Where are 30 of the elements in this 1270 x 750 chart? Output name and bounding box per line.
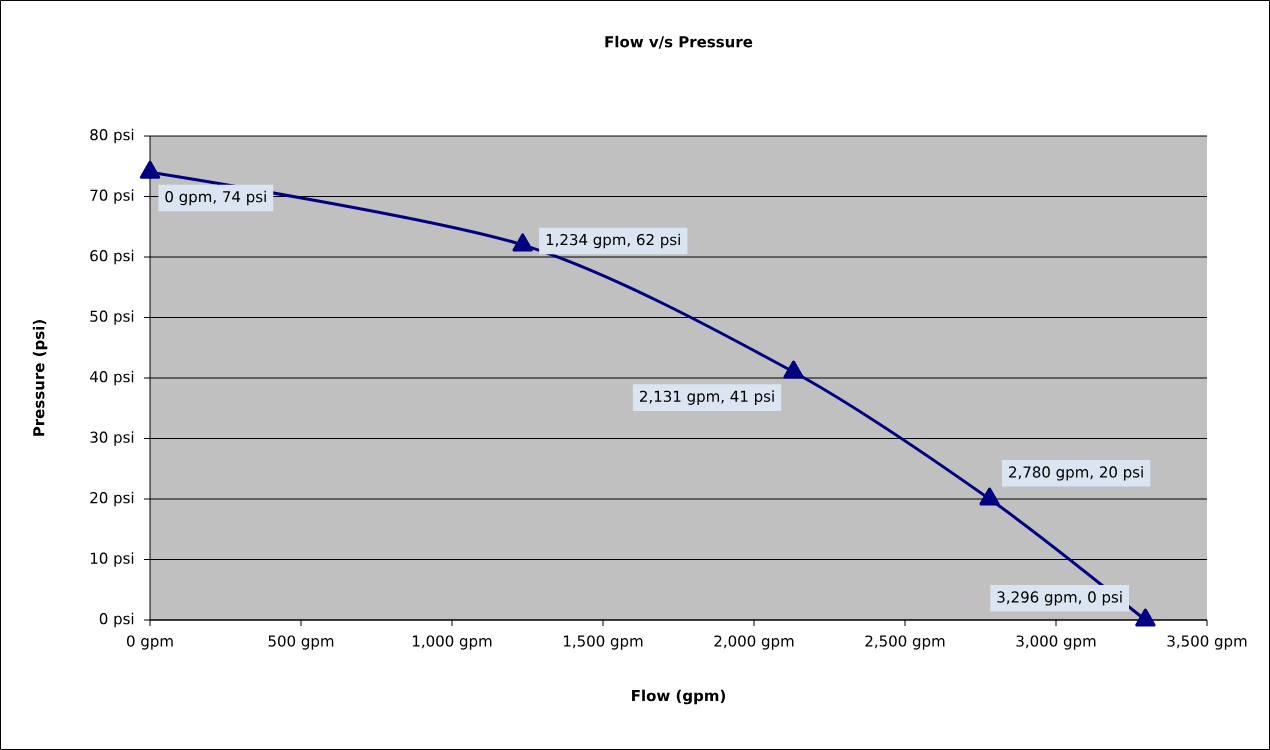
point xyxy=(783,360,804,379)
point xyxy=(1135,608,1156,627)
data-label: 1,234 gpm, 62 psi xyxy=(546,233,680,249)
x-tick-label: 2,500 gpm xyxy=(865,635,945,650)
y-tick-label: 50 psi xyxy=(90,310,134,325)
x-tick-label: 500 gpm xyxy=(268,635,334,650)
y-tick-label: 30 psi xyxy=(90,431,134,446)
y-axis-title: Pressure (psi) xyxy=(32,320,48,436)
y-tick-label: 60 psi xyxy=(90,249,134,265)
y-tick-label: 20 psi xyxy=(90,491,134,507)
y-tick-label: 70 psi xyxy=(90,189,134,204)
x-tick-label: 3,500 gpm xyxy=(1167,635,1247,650)
chart-title: Flow v/s Pressure xyxy=(605,35,753,49)
y-tick-label: 40 psi xyxy=(89,370,134,386)
data-label: 0 gpm, 74 psi xyxy=(165,190,266,206)
data-label: 2,780 gpm, 20 psi xyxy=(1009,466,1143,481)
y-tick-label: 80 psi xyxy=(90,128,134,144)
data-label: 2,131 gpm, 41 psi xyxy=(640,390,774,405)
point xyxy=(512,233,533,252)
x-tick-label: 2,000 gpm xyxy=(714,635,794,650)
x-tick-label: 3,000 gpm xyxy=(1016,635,1096,650)
data-label: 3,296 gpm, 0 psi xyxy=(997,591,1122,606)
point xyxy=(139,160,161,179)
x-axis-title: Flow (gpm) xyxy=(632,689,726,705)
x-tick-label: 0 gpm xyxy=(127,635,173,650)
x-tick-label: 1,500 gpm xyxy=(563,635,643,650)
point xyxy=(979,487,1000,506)
x-tick-label: 1,000 gpm xyxy=(412,635,492,650)
y-tick-label: 0 psi xyxy=(99,612,134,628)
y-tick-label: 10 psi xyxy=(90,552,134,567)
